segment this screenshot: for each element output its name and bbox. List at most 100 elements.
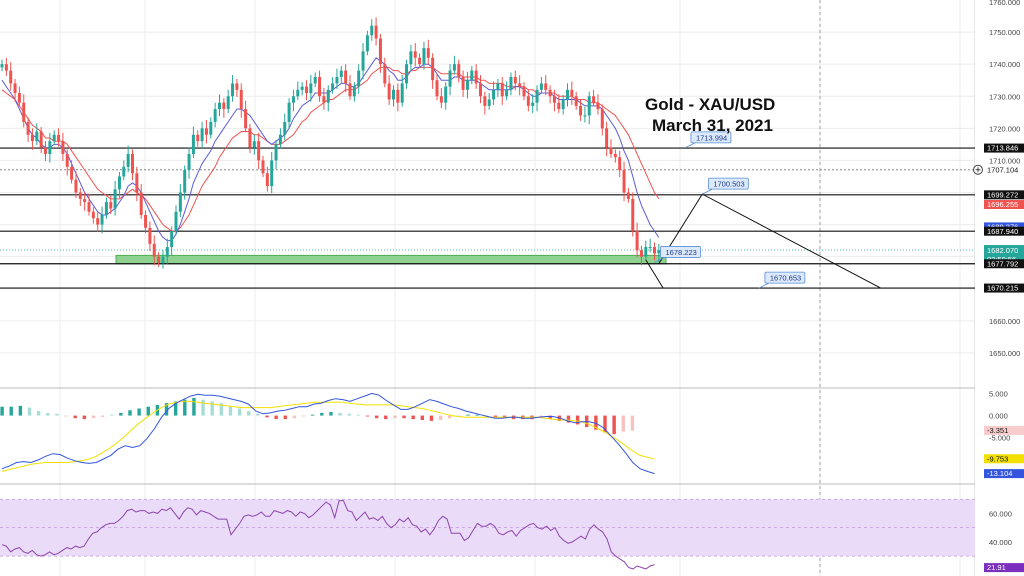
macd-histogram-bar (393, 415, 397, 419)
macd-tag: -13.104 (987, 469, 1012, 478)
candle-body (187, 154, 191, 171)
candle-body (70, 166, 74, 180)
candle-body (431, 57, 435, 81)
price-axis-tick: 1750.000 (989, 28, 1020, 37)
price-tag: 1677.792 (987, 259, 1018, 268)
candle-body (531, 102, 535, 106)
candle-body (9, 70, 13, 84)
macd-histogram-bar (402, 415, 406, 419)
support-zone (115, 254, 667, 265)
candle-body (52, 134, 56, 142)
price-axis-tick: 1650.000 (989, 349, 1020, 358)
candle-body (418, 57, 422, 65)
candle-body (400, 83, 404, 103)
candle-body (296, 89, 300, 97)
price-tag-bg (984, 259, 1024, 269)
candle-body (139, 192, 143, 215)
price-tag-bg (984, 190, 1024, 200)
candle-body (579, 105, 583, 116)
candle-body (378, 38, 382, 65)
candle-body (74, 179, 78, 193)
macd-histogram-bar (448, 415, 452, 419)
candle-body (152, 243, 156, 257)
candle-body (274, 144, 278, 161)
candle-body (161, 256, 165, 264)
candle-body (522, 86, 526, 97)
macd-histogram-bar (192, 397, 196, 416)
candle-body (209, 121, 213, 135)
candle-body (505, 89, 509, 97)
macd-histogram-bar (575, 415, 580, 425)
candle-body (361, 51, 365, 71)
macd-histogram-bar (46, 412, 50, 416)
macd-histogram-bar (347, 413, 351, 416)
candle-body (509, 77, 513, 90)
macd-histogram-bar (183, 399, 187, 416)
candle-body (383, 64, 387, 84)
candle-body (26, 121, 30, 135)
macd-axis-tick: 5.000 (989, 389, 1008, 398)
candle-body (4, 64, 8, 71)
candle-body (648, 247, 652, 249)
candle-body (348, 83, 352, 97)
candle-body (513, 77, 517, 84)
candle-body (113, 189, 117, 209)
candle-body (91, 211, 95, 219)
candle-body (96, 218, 100, 225)
macd-histogram-bar (210, 401, 214, 416)
candle-body (65, 154, 69, 167)
macd-histogram-bar (594, 415, 598, 430)
candle-body (635, 231, 639, 251)
candle-body (183, 170, 187, 193)
macd-histogram-bar (365, 415, 370, 417)
candle-body (492, 89, 496, 100)
price-tag: 1670.215 (987, 284, 1018, 293)
candle-body (605, 128, 609, 148)
macd-histogram-bar (612, 415, 616, 435)
candle-body (435, 80, 439, 97)
candle-body (226, 96, 230, 110)
candle-body (248, 128, 252, 148)
candle-body (474, 70, 478, 84)
candle-body (600, 109, 604, 129)
candle-body (300, 86, 304, 90)
callout-box (764, 271, 806, 284)
macd-histogram-bar (201, 399, 205, 416)
candle-body (22, 102, 26, 122)
candle-body (370, 25, 374, 36)
price-tag-bg (984, 143, 1024, 153)
candle-body (357, 70, 361, 87)
macd-histogram-bar (64, 415, 68, 417)
candle-body (622, 170, 626, 193)
candle-body (0, 64, 4, 68)
callout-box (707, 177, 749, 190)
callout-label: 1713.994 (696, 133, 727, 142)
candle-body (518, 83, 522, 87)
candle-body (448, 70, 452, 87)
candles (0, 17, 661, 269)
macd-histogram-bar (475, 414, 479, 416)
macd-histogram-bar (265, 415, 269, 418)
candle-body (322, 96, 326, 103)
candle-body (104, 202, 108, 215)
candle-body (592, 96, 596, 103)
price-axis-tick: 1710.000 (989, 156, 1020, 165)
candle-body (548, 89, 552, 97)
macd-histogram-bar (100, 415, 105, 417)
macd-tag: -3.351 (987, 426, 1008, 435)
callout-leader (702, 188, 713, 195)
candle-body (526, 96, 530, 106)
candle-body (313, 77, 317, 84)
candle-body (13, 83, 17, 94)
price-tag: 1696.255 (987, 200, 1018, 209)
callout-label: 1670.653 (770, 274, 801, 283)
macd-histogram-bar (137, 408, 141, 416)
candle-body (157, 256, 161, 264)
macd-tag-bg (984, 454, 1024, 464)
price-tag: 1687.940 (987, 227, 1018, 236)
candle-body (613, 154, 617, 158)
candle-body (496, 83, 500, 90)
candle-body (387, 83, 391, 100)
candle-body (413, 51, 417, 58)
